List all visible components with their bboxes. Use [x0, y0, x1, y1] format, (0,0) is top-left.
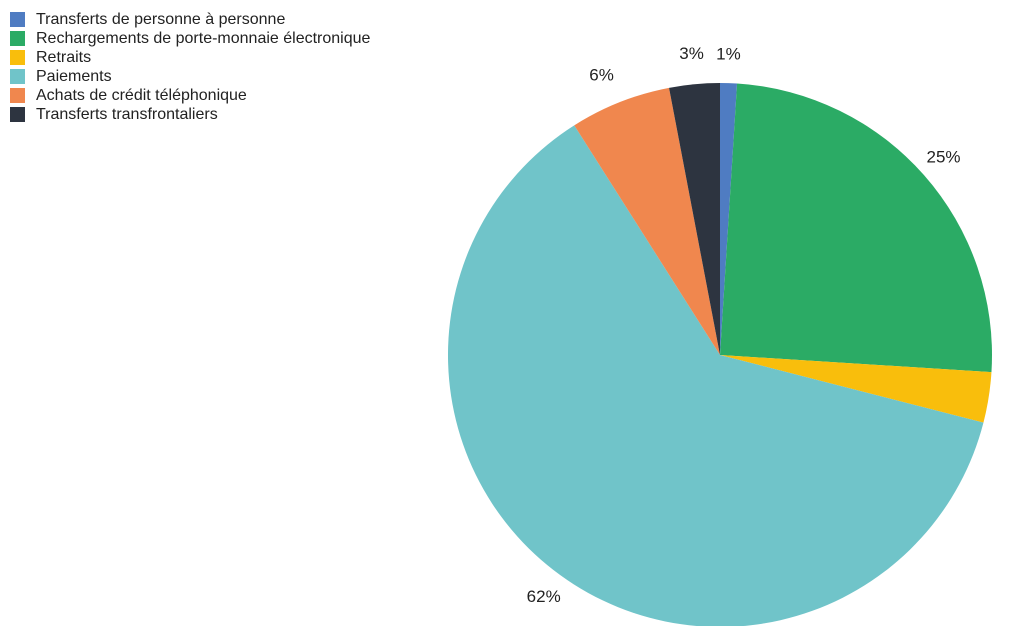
- legend-swatch: [10, 69, 25, 84]
- pie-slice: [447, 125, 984, 626]
- pie-slice-label: 3%: [679, 44, 704, 63]
- legend-item-paiements: Paiements: [10, 67, 370, 86]
- pie-slice-label: 62%: [527, 587, 561, 606]
- legend-item-achats-credit: Achats de crédit téléphonique: [10, 86, 370, 105]
- pie-slice: [720, 355, 992, 423]
- legend-item-retraits: Retraits: [10, 48, 370, 67]
- chart-legend: Transferts de personne à personne Rechar…: [10, 10, 370, 124]
- legend-item-transferts-personne: Transferts de personne à personne: [10, 10, 370, 29]
- legend-label: Achats de crédit téléphonique: [36, 87, 247, 104]
- pie-slice-label: 6%: [589, 66, 614, 85]
- legend-swatch: [10, 107, 25, 122]
- pie-slice: [669, 83, 720, 355]
- pie-slice-label: 1%: [716, 45, 741, 64]
- legend-item-transfrontaliers: Transferts transfrontaliers: [10, 105, 370, 124]
- legend-label: Transferts de personne à personne: [36, 11, 286, 28]
- pie-slice-label: 25%: [926, 147, 960, 166]
- legend-swatch: [10, 12, 25, 27]
- legend-swatch: [10, 50, 25, 65]
- pie-slices: [447, 83, 992, 626]
- pie-slice: [720, 83, 992, 373]
- pie-labels: 1%25%3%62%6%3%: [527, 44, 961, 606]
- legend-label: Rechargements de porte-monnaie électroni…: [36, 30, 371, 47]
- pie-slice: [720, 83, 738, 355]
- legend-swatch: [10, 31, 25, 46]
- legend-item-rechargements: Rechargements de porte-monnaie électroni…: [10, 29, 370, 48]
- legend-label: Paiements: [36, 68, 112, 85]
- pie-slice: [574, 87, 720, 355]
- legend-label: Retraits: [36, 49, 92, 66]
- legend-label: Transferts transfrontaliers: [36, 106, 218, 123]
- legend-swatch: [10, 88, 25, 103]
